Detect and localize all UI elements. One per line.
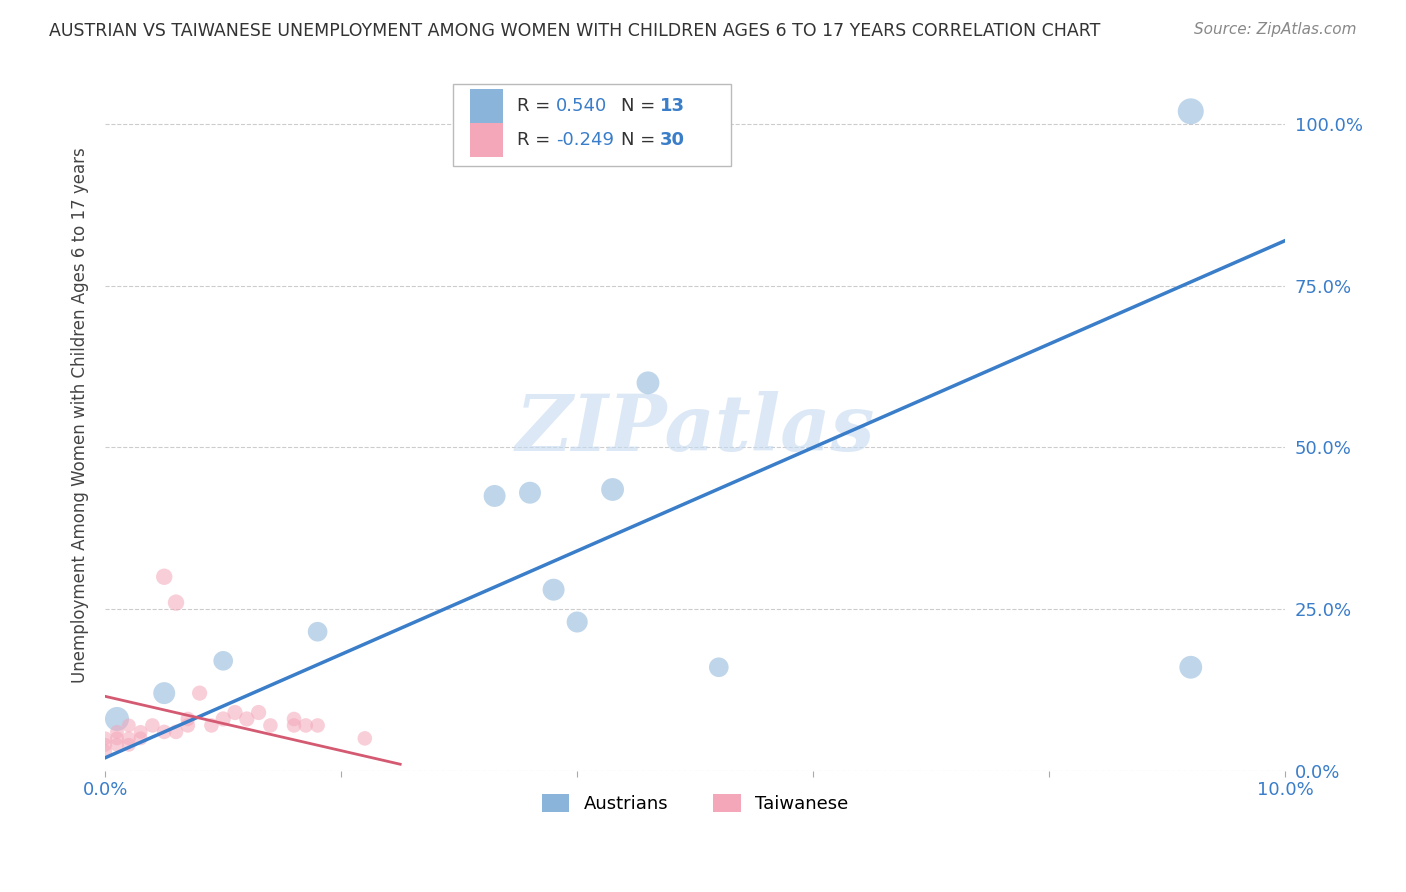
Point [177, 712, 200, 726]
Text: AUSTRIAN VS TAIWANESE UNEMPLOYMENT AMONG WOMEN WITH CHILDREN AGES 6 TO 17 YEARS : AUSTRIAN VS TAIWANESE UNEMPLOYMENT AMONG… [49, 22, 1101, 40]
Bar [470, 123, 503, 157]
Point [118, 738, 141, 752]
Point [1180, 104, 1202, 119]
Text: 0.540: 0.540 [555, 97, 607, 115]
Text: Source: ZipAtlas.com: Source: ZipAtlas.com [1194, 22, 1357, 37]
Point [153, 570, 176, 584]
Point [129, 731, 152, 746]
Text: -0.249: -0.249 [555, 131, 614, 149]
Bar [470, 89, 503, 123]
Point [519, 485, 541, 500]
Point [1180, 660, 1202, 674]
Point [118, 718, 141, 732]
Point [543, 582, 565, 597]
Y-axis label: Unemployment Among Women with Children Ages 6 to 17 years: Unemployment Among Women with Children A… [72, 147, 89, 683]
Text: 13: 13 [659, 97, 685, 115]
Point [105, 738, 128, 752]
Text: N =: N = [621, 131, 661, 149]
Point [94, 738, 117, 752]
Point [212, 712, 235, 726]
Text: R =: R = [517, 131, 555, 149]
Point [307, 624, 329, 639]
Point [236, 712, 259, 726]
Point [165, 725, 187, 739]
Point [307, 718, 329, 732]
Point [105, 725, 128, 739]
Point [118, 731, 141, 746]
Text: N =: N = [621, 97, 661, 115]
Point [153, 725, 176, 739]
Point [153, 686, 176, 700]
Point [283, 718, 305, 732]
Point [707, 660, 730, 674]
Point [247, 706, 270, 720]
Point [188, 686, 211, 700]
Point [200, 718, 222, 732]
Point [177, 718, 200, 732]
Point [259, 718, 281, 732]
Point [141, 718, 163, 732]
Point [94, 731, 117, 746]
Point [105, 712, 128, 726]
Point [165, 596, 187, 610]
Text: ZIPatlas: ZIPatlas [516, 391, 875, 467]
Point [105, 731, 128, 746]
Point [94, 744, 117, 758]
Point [637, 376, 659, 390]
Point [484, 489, 506, 503]
Point [283, 712, 305, 726]
Point [212, 654, 235, 668]
FancyBboxPatch shape [453, 85, 731, 166]
Text: 30: 30 [659, 131, 685, 149]
Text: R =: R = [517, 97, 555, 115]
Point [294, 718, 316, 732]
Point [129, 725, 152, 739]
Point [353, 731, 375, 746]
Point [224, 706, 246, 720]
Legend: Austrians, Taiwanese: Austrians, Taiwanese [530, 781, 860, 826]
Point [602, 483, 624, 497]
Point [567, 615, 589, 629]
